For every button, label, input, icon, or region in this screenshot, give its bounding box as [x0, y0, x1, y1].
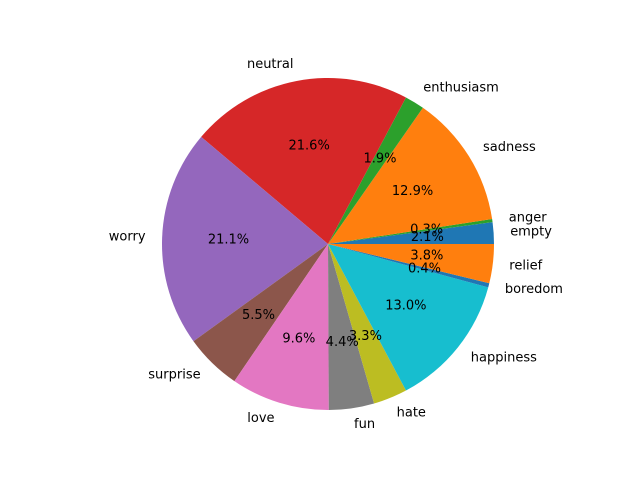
- percent-label-love: 9.6%: [282, 332, 315, 347]
- pie-slice-boredom: [328, 244, 490, 288]
- percent-label-enthusiasm: 1.9%: [363, 152, 396, 167]
- category-label-love: love: [247, 411, 274, 426]
- percent-label-empty: 2.1%: [411, 230, 444, 245]
- percent-label-relief: 3.8%: [410, 248, 443, 263]
- category-label-happiness: happiness: [471, 350, 537, 365]
- category-label-fun: fun: [354, 417, 375, 432]
- percent-label-anger: 0.3%: [410, 222, 443, 237]
- percent-labels: 2.1%0.3%12.9%1.9%21.6%21.1%5.5%9.6% 4.4%3…: [208, 139, 444, 350]
- pie-slice-fun: [328, 244, 375, 410]
- pie-slice-enthusiasm: [328, 97, 423, 244]
- pie-slice-sadness: [328, 107, 493, 244]
- percent-label-fun: 4.4%: [326, 335, 359, 350]
- category-label-enthusiasm: enthusiasm: [423, 81, 499, 96]
- category-label-surprise: surprise: [148, 367, 200, 382]
- pie-slice-relief: [328, 244, 494, 284]
- category-label-anger: anger: [509, 211, 547, 226]
- pie-slice-worry: [162, 136, 328, 342]
- percent-label-neutral: 21.6%: [289, 139, 330, 154]
- percent-label-surprise: 5.5%: [242, 308, 275, 323]
- category-label-empty: empty: [510, 224, 552, 239]
- category-label-neutral: neutral: [247, 57, 294, 72]
- percent-label-worry: 21.1%: [208, 233, 249, 248]
- category-label-worry: worry: [109, 230, 146, 245]
- pie-slice-love: [234, 244, 329, 410]
- pie-slice-anger: [328, 219, 493, 244]
- pie-slice-neutral: [201, 78, 406, 244]
- pie-slice-happiness: [328, 244, 489, 391]
- pie-slice-empty: [328, 222, 494, 244]
- category-label-relief: relief: [509, 258, 542, 273]
- percent-label-sadness: 12.9%: [392, 184, 433, 199]
- percent-label-boredom: 0.4%: [408, 261, 441, 276]
- category-label-hate: hate: [397, 406, 426, 421]
- category-label-sadness: sadness: [483, 140, 536, 155]
- category-label-boredom: boredom: [505, 282, 563, 297]
- pie-slice-surprise: [193, 244, 328, 382]
- pie-slices: [162, 78, 494, 410]
- percent-label-happiness: 13.0%: [385, 299, 426, 314]
- pie-slice-hate: [328, 244, 406, 404]
- percent-label-hate: 3.3%: [349, 329, 382, 344]
